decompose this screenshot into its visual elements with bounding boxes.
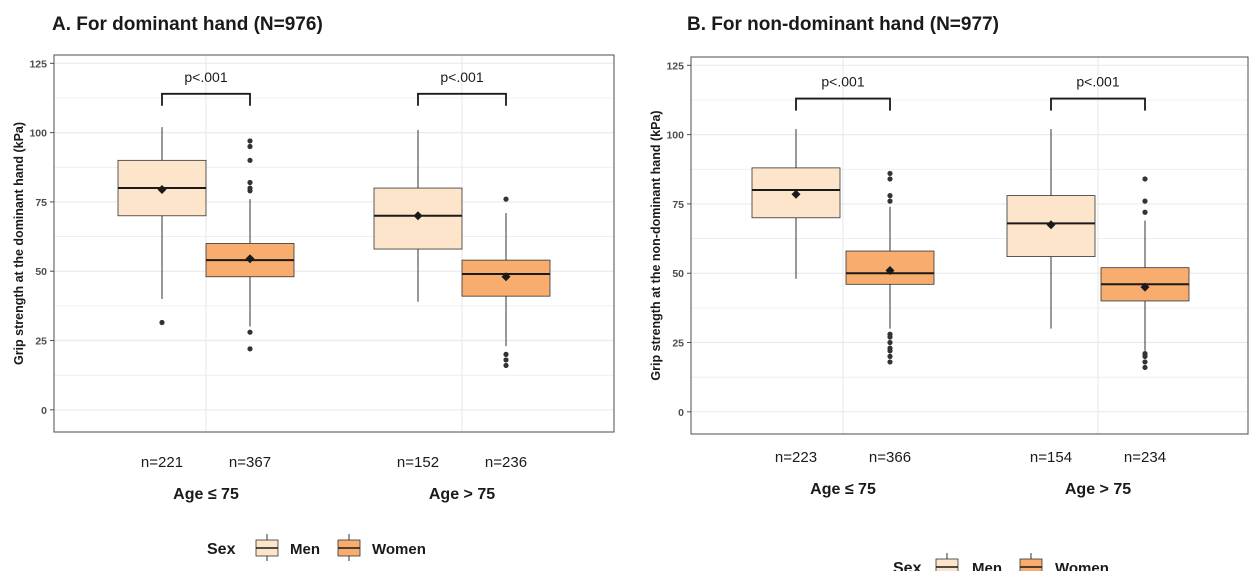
outlier-point [1142,364,1148,371]
sample-size-label: n=223 [775,449,817,466]
outlier-point [1142,209,1148,215]
y-tick-label: 0 [41,405,47,417]
age-group-label: Age > 75 [1065,481,1131,498]
p-value-label: p<.001 [184,69,227,85]
mean-marker-women [501,272,511,282]
y-tick-label: 25 [35,336,47,348]
legend-dominant: Sex Men Women [207,534,426,561]
outlier-point [887,345,893,351]
outlier-point [887,353,893,359]
significance-bracket [161,92,251,106]
significance-bracket [417,92,507,106]
legend-title: Sex [893,560,922,571]
panel-border [690,56,1249,435]
outlier-point [887,198,893,204]
y-tick-label: 75 [35,197,47,209]
y-axis-label: Grip strength at the dominant hand (kPa) [12,122,26,365]
outlier-point [503,351,509,357]
mean-marker-men [1046,220,1056,230]
outlier-point [1142,351,1148,357]
mean-marker-women [885,265,895,275]
outlier-point [247,185,253,191]
outlier-point [247,143,253,150]
y-tick-label: 50 [672,268,684,280]
outlier-point [887,339,893,346]
outlier-point [503,196,509,202]
mean-marker-women [1140,282,1150,292]
y-tick-label: 50 [35,266,47,278]
panel-dominant-hand: 0 25 50 75 100 125 n=221 n=367 p<.001 Age ≤ 75 n=1… [12,14,615,503]
mean-marker-men [413,211,423,221]
legend-label-men: Men [972,560,1002,571]
y-tick-label: 75 [672,199,684,211]
outlier-point [247,138,253,144]
legend-label-women: Women [1055,560,1109,571]
panel-title: B. For non-dominant hand (N=977) [687,14,999,35]
sample-size-label: n=367 [229,454,271,471]
significance-bracket [1050,97,1146,111]
panel-border [53,54,615,433]
p-value-label: p<.001 [821,74,864,90]
legend-key-men [935,558,959,571]
outlier-point [887,331,893,337]
y-axis-label: Grip strength at the non-dominant hand (… [649,110,663,380]
legend-key-women [1019,558,1043,571]
age-group-label: Age ≤ 75 [810,481,876,498]
outlier-point [247,329,253,335]
outlier-point [1142,198,1148,204]
outlier-point [887,359,893,365]
outlier-point [1142,176,1148,182]
legend-non-dominant: Sex Men Women [893,553,1109,571]
y-tick-label: 100 [666,130,684,142]
y-tick-label: 0 [678,407,684,419]
y-tick-label: 25 [672,338,684,350]
outlier-point [159,319,165,326]
sample-size-label: n=154 [1030,449,1072,466]
legend-title: Sex [207,541,236,558]
y-tick-label: 125 [29,58,47,70]
sample-size-label: n=152 [397,454,439,471]
outlier-point [247,179,253,186]
outlier-point [247,346,253,352]
p-value-label: p<.001 [440,69,483,85]
panel-title: A. For dominant hand (N=976) [52,14,323,35]
sample-size-label: n=236 [485,454,527,471]
legend-label-men: Men [290,541,320,558]
significance-bracket [795,97,891,111]
mean-marker-men [791,189,801,199]
outlier-point [1142,359,1148,365]
legend-label-women: Women [372,541,426,558]
outlier-point [887,176,893,182]
panel-non-dominant-hand: 0 25 50 75 100 125 n=223 n=366 p<.001 Age ≤ 75 n=1… [649,14,1249,498]
outlier-point [887,193,893,199]
sample-size-label: n=366 [869,449,911,466]
outlier-point [247,157,253,163]
mean-marker-women [245,254,255,264]
outlier-point [503,362,509,369]
sample-size-label: n=234 [1124,449,1166,466]
outlier-point [503,357,509,363]
age-group-label: Age ≤ 75 [173,486,239,503]
outlier-point [887,170,893,177]
mean-marker-men [157,184,167,194]
y-tick-label: 125 [666,60,684,72]
y-tick-label: 100 [29,128,47,140]
sample-size-label: n=221 [141,454,183,471]
age-group-label: Age > 75 [429,486,495,503]
p-value-label: p<.001 [1076,74,1119,90]
